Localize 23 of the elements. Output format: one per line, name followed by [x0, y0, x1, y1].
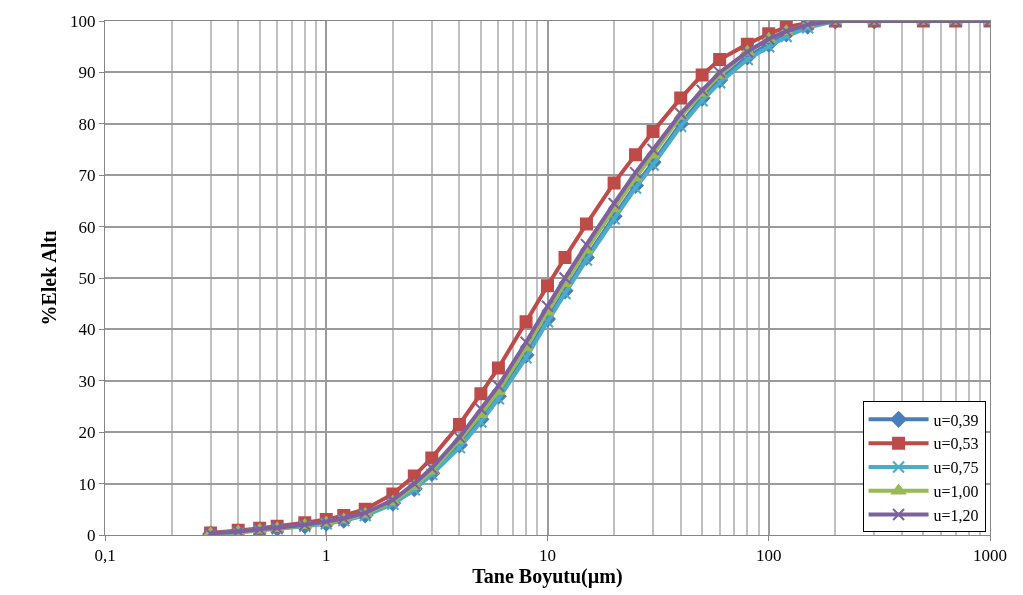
legend-label: u=0,75	[933, 459, 979, 477]
x-tick-label: 1000	[973, 546, 1007, 566]
x-tick-label: 100	[756, 546, 782, 566]
x-tick-label: 10	[539, 546, 556, 566]
legend-label: u=1,20	[933, 506, 979, 524]
y-tick-label: 30	[78, 371, 96, 391]
y-axis-title: %Elek Altı	[37, 230, 60, 326]
y-tick-label: 10	[78, 474, 96, 494]
y-tick-label: 40	[78, 320, 96, 340]
y-tick-label: 100	[70, 11, 96, 31]
x-tick-label: 0,1	[94, 546, 116, 566]
y-tick-label: 50	[78, 268, 96, 288]
legend-label: u=0,53	[933, 435, 979, 453]
y-tick-label: 70	[78, 166, 96, 186]
legend-label: u=0,39	[933, 411, 979, 429]
x-tick-label: 1	[322, 546, 331, 566]
y-tick-label: 90	[78, 63, 96, 83]
y-tick-label: 20	[78, 423, 96, 443]
y-tick-label: 60	[78, 217, 96, 237]
x-axis-title: Tane Boyutu(µm)	[472, 565, 623, 589]
y-tick-label: 0	[87, 525, 96, 545]
y-tick-label: 80	[78, 114, 96, 134]
legend-label: u=1,00	[933, 482, 979, 500]
